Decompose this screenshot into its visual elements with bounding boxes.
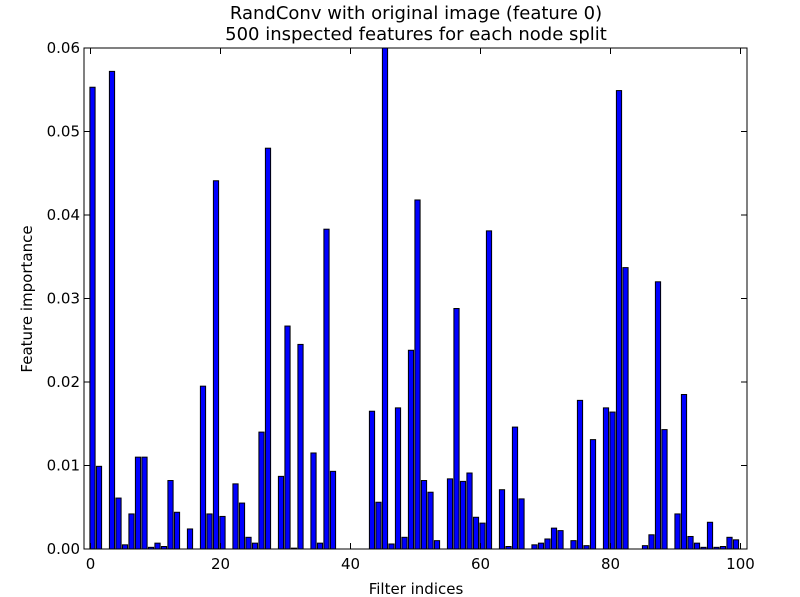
bar-74 bbox=[570, 540, 577, 550]
bar-24 bbox=[245, 536, 252, 550]
bar-45 bbox=[381, 47, 389, 550]
bar-32 bbox=[297, 343, 304, 550]
bar-13 bbox=[173, 511, 181, 550]
bar-15 bbox=[186, 528, 194, 550]
x-tick-label: 20 bbox=[211, 555, 230, 573]
y-tick-label: 0.04 bbox=[47, 206, 80, 224]
y-tick-label: 0.02 bbox=[47, 373, 80, 391]
x-tick-label: 60 bbox=[471, 555, 490, 573]
bar-27 bbox=[264, 147, 272, 550]
bar-25 bbox=[251, 542, 259, 550]
bar-17 bbox=[199, 385, 207, 550]
bar-87 bbox=[654, 281, 662, 550]
bar-68 bbox=[531, 544, 538, 550]
bar-37 bbox=[329, 470, 337, 550]
chart-title-line2: 500 inspected features for each node spl… bbox=[225, 24, 607, 45]
bars-group bbox=[89, 47, 740, 550]
bar-8 bbox=[141, 456, 148, 550]
bar-6 bbox=[128, 513, 135, 550]
bar-18 bbox=[206, 513, 213, 550]
bar-90 bbox=[674, 513, 681, 550]
bar-3 bbox=[108, 70, 116, 550]
y-axis-label: Feature importance bbox=[18, 225, 36, 372]
bar-69 bbox=[537, 542, 545, 550]
bar-46 bbox=[388, 543, 395, 550]
bar-7 bbox=[134, 456, 142, 550]
y-tick-label: 0.06 bbox=[47, 39, 80, 57]
bar-57 bbox=[459, 480, 467, 550]
bar-51 bbox=[420, 480, 428, 550]
bar-49 bbox=[407, 349, 415, 550]
bar-43 bbox=[368, 410, 376, 550]
bar-56 bbox=[453, 308, 460, 550]
bar-53 bbox=[433, 540, 441, 550]
bar-81 bbox=[615, 90, 623, 550]
bar-82 bbox=[622, 267, 629, 550]
bar-26 bbox=[258, 431, 265, 550]
bar-65 bbox=[511, 426, 519, 550]
bar-35 bbox=[316, 542, 324, 550]
y-tick-label: 0.03 bbox=[47, 290, 80, 308]
bar-48 bbox=[401, 536, 408, 550]
bar-77 bbox=[589, 439, 597, 550]
x-axis-label: Filter indices bbox=[369, 580, 464, 597]
bar-63 bbox=[498, 489, 506, 550]
x-tick-label: 80 bbox=[601, 555, 620, 573]
x-tick-label: 0 bbox=[86, 555, 96, 573]
chart-title-line1: RandConv with original image (feature 0) bbox=[230, 3, 602, 24]
bar-85 bbox=[641, 545, 649, 550]
bar-66 bbox=[518, 498, 525, 550]
bar-91 bbox=[680, 394, 688, 550]
bar-4 bbox=[115, 497, 122, 550]
bar-93 bbox=[693, 542, 701, 550]
bar-12 bbox=[167, 480, 174, 550]
x-tick-label: 100 bbox=[726, 555, 755, 573]
bar-1 bbox=[95, 465, 103, 550]
y-axis-ticks: 0.00 0.01 0.02 0.03 0.04 0.05 0.06 bbox=[47, 39, 747, 558]
y-tick-label: 0.01 bbox=[47, 457, 80, 475]
bar-70 bbox=[544, 538, 551, 550]
y-tick-label: 0.05 bbox=[47, 123, 80, 141]
x-axis-ticks: 0 20 40 60 80 100 bbox=[86, 48, 755, 573]
bar-72 bbox=[557, 530, 564, 550]
bar-71 bbox=[550, 527, 558, 550]
bar-5 bbox=[121, 544, 129, 550]
bar-79 bbox=[602, 407, 610, 550]
bar-76 bbox=[583, 545, 590, 550]
bar-98 bbox=[726, 536, 733, 550]
bar-61 bbox=[485, 230, 493, 550]
bar-55 bbox=[446, 478, 454, 550]
bar-50 bbox=[414, 199, 421, 550]
bar-75 bbox=[576, 399, 584, 550]
bar-86 bbox=[648, 534, 655, 550]
bar-44 bbox=[375, 501, 382, 550]
bar-47 bbox=[394, 407, 402, 550]
bar-30 bbox=[284, 325, 291, 550]
bar-34 bbox=[310, 452, 317, 550]
bar-58 bbox=[466, 472, 473, 550]
y-tick-label: 0.00 bbox=[47, 540, 80, 558]
bar-59 bbox=[472, 516, 480, 550]
bar-52 bbox=[427, 491, 434, 550]
bar-99 bbox=[732, 539, 740, 550]
bar-92 bbox=[687, 535, 694, 550]
bar-29 bbox=[277, 475, 285, 550]
bar-95 bbox=[706, 521, 714, 550]
bar-36 bbox=[323, 228, 330, 550]
bar-0 bbox=[89, 86, 96, 550]
x-tick-label: 40 bbox=[341, 555, 360, 573]
bar-10 bbox=[154, 542, 161, 550]
bar-22 bbox=[232, 483, 239, 550]
bar-19 bbox=[212, 180, 220, 550]
bar-80 bbox=[609, 411, 616, 550]
bar-23 bbox=[238, 502, 246, 550]
bar-88 bbox=[661, 429, 668, 550]
